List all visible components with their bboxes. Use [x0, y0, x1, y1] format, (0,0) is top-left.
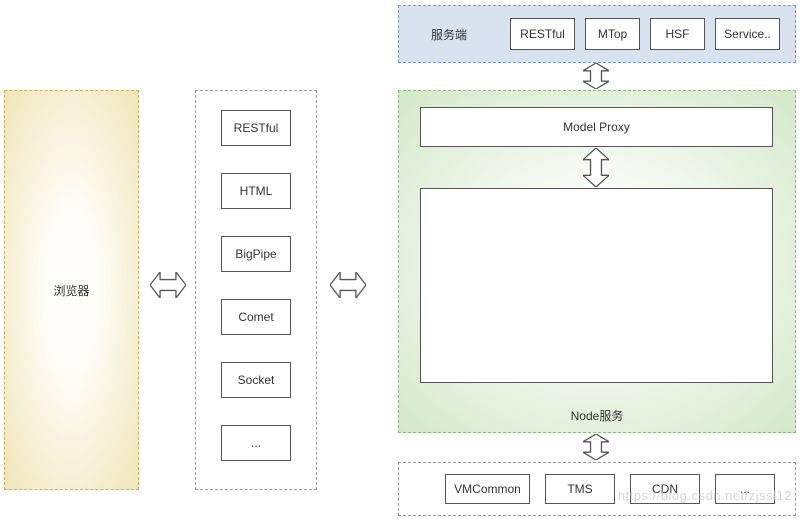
middleware-item-2: BigPipe — [221, 236, 291, 272]
server-item-0: RESTful — [510, 18, 575, 50]
browser-label: 浏览器 — [53, 282, 89, 299]
server-item-2: HSF — [650, 18, 705, 50]
middleware-item-5: ... — [221, 425, 291, 461]
model-proxy-box: Model Proxy — [420, 107, 773, 147]
middleware-item-1: HTML — [221, 173, 291, 209]
middleware-item-4: Socket — [221, 362, 291, 398]
server-item-1: MTop — [585, 18, 640, 50]
middleware-item-3: Comet — [221, 299, 291, 335]
watermark-text: https://blog.csdn.net/zjssl12 — [618, 488, 792, 503]
arrow-mid-to-node — [330, 272, 366, 298]
arrow-node-to-bottom — [583, 434, 609, 460]
bottom-item-0: VMCommon — [445, 474, 530, 504]
arrow-browser-to-mid — [150, 272, 186, 298]
server-label: 服务端 — [419, 6, 479, 62]
arrow-proxy-to-body — [583, 148, 609, 187]
arrow-server-to-node — [583, 63, 609, 89]
bottom-item-1: TMS — [545, 474, 615, 504]
model-proxy-label: Model Proxy — [563, 120, 630, 134]
node-label: Node服务 — [399, 407, 795, 424]
server-item-3: Service.. — [715, 18, 780, 50]
middleware-item-0: RESTful — [221, 110, 291, 146]
browser-panel: 浏览器 — [4, 90, 139, 490]
node-body-box — [420, 188, 773, 383]
